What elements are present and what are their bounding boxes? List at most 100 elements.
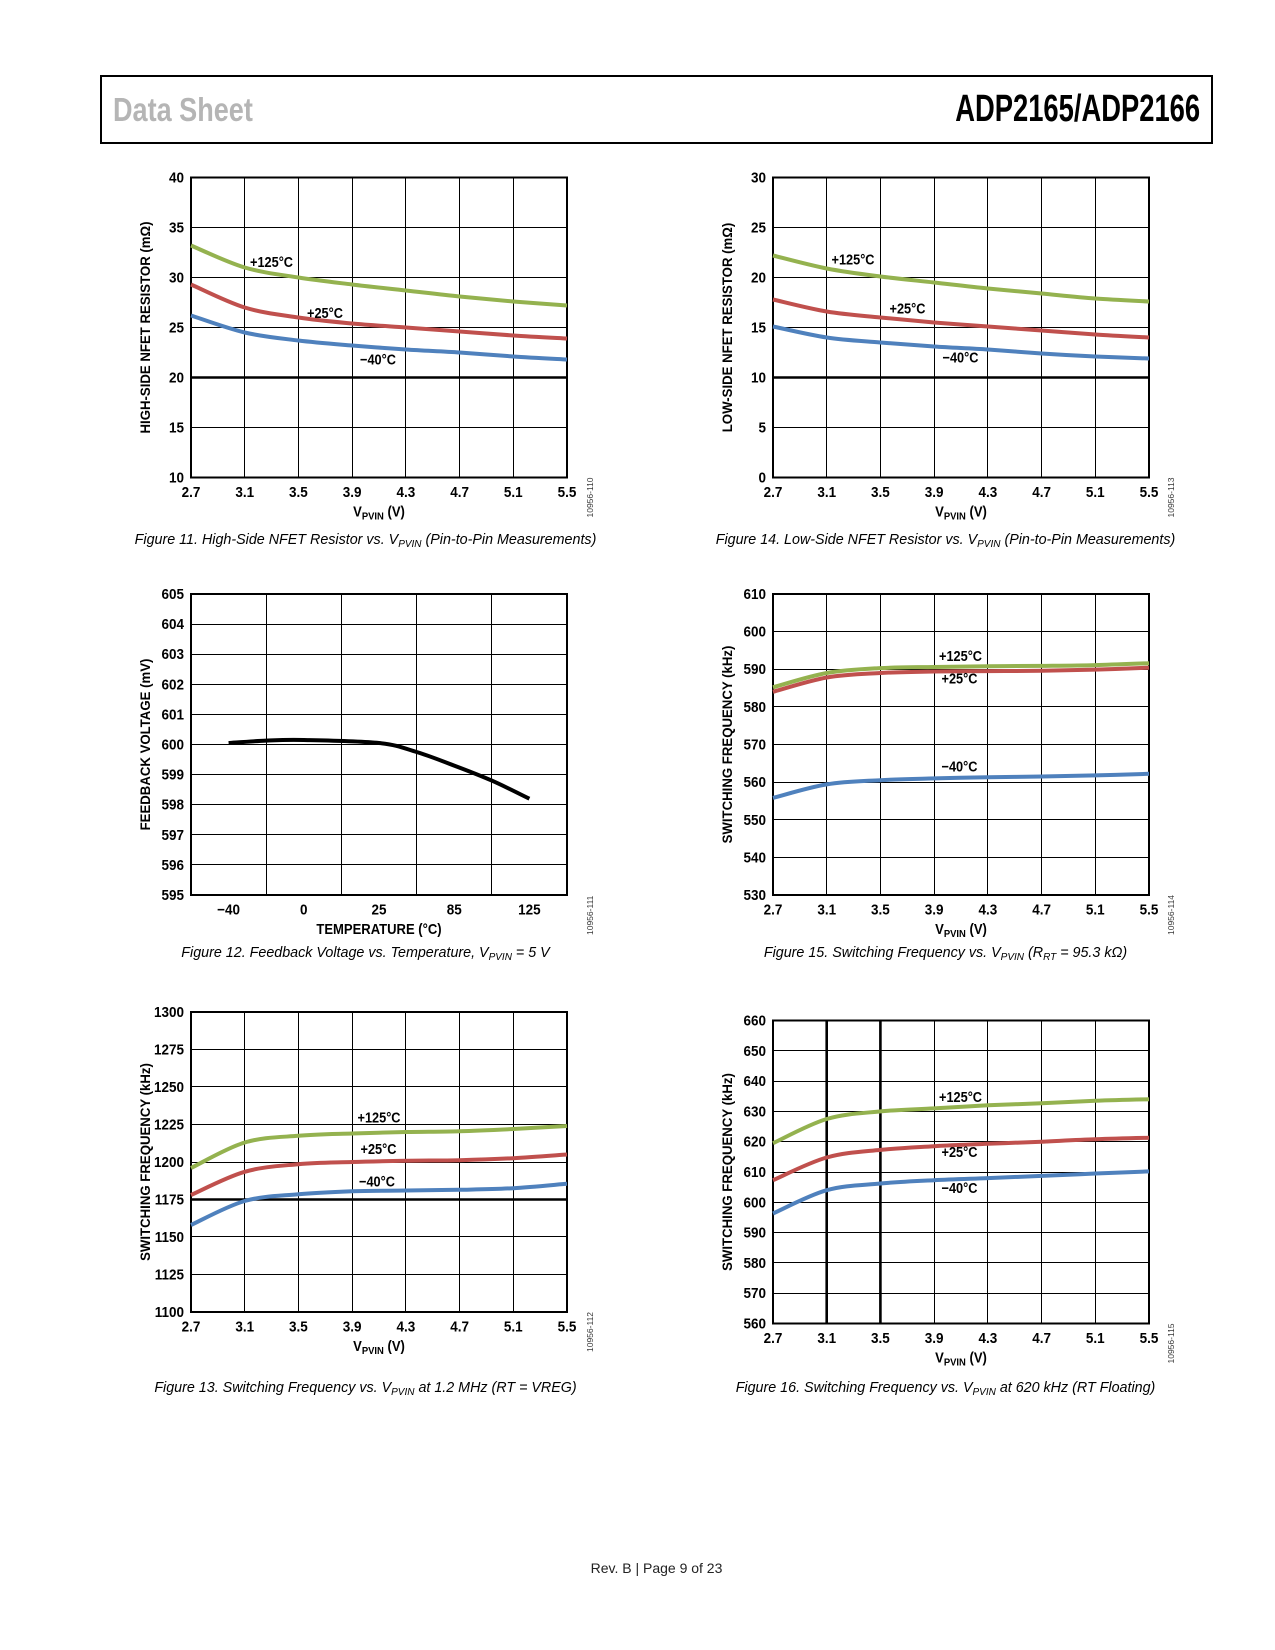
- svg-text:560: 560: [744, 774, 767, 791]
- svg-text:SWITCHING FREQUENCY (kHz): SWITCHING FREQUENCY (kHz): [720, 646, 736, 844]
- svg-text:30: 30: [169, 269, 184, 286]
- svg-text:−40: −40: [217, 901, 240, 918]
- svg-text:85: 85: [447, 901, 462, 918]
- svg-text:5.5: 5.5: [1140, 1330, 1159, 1347]
- svg-text:660: 660: [744, 1012, 767, 1029]
- svg-text:10: 10: [169, 469, 184, 486]
- svg-text:5.1: 5.1: [1086, 484, 1105, 501]
- svg-text:3.9: 3.9: [925, 901, 944, 918]
- svg-text:10956-114: 10956-114: [1166, 895, 1176, 935]
- svg-text:4.3: 4.3: [979, 484, 998, 501]
- svg-text:5.1: 5.1: [504, 484, 523, 501]
- svg-text:1150: 1150: [155, 1229, 184, 1246]
- svg-text:3.1: 3.1: [235, 1318, 254, 1335]
- svg-text:3.5: 3.5: [289, 1318, 308, 1335]
- svg-text:530: 530: [744, 887, 767, 904]
- svg-text:5.5: 5.5: [558, 1318, 577, 1335]
- svg-text:VPVIN (V): VPVIN (V): [935, 921, 987, 940]
- svg-text:640: 640: [744, 1073, 767, 1090]
- svg-text:+125°C: +125°C: [250, 254, 293, 270]
- svg-text:5.1: 5.1: [1086, 1330, 1105, 1347]
- svg-text:3.1: 3.1: [235, 484, 254, 501]
- svg-text:4.3: 4.3: [397, 1318, 416, 1335]
- svg-text:+25°C: +25°C: [361, 1141, 397, 1157]
- svg-text:−40°C: −40°C: [943, 350, 979, 366]
- svg-text:Figure 13. Switching Frequency: Figure 13. Switching Frequency vs. VPVIN…: [154, 1380, 576, 1398]
- svg-text:Figure 11. High-Side NFET Resi: Figure 11. High-Side NFET Resistor vs. V…: [135, 532, 597, 550]
- svg-text:+125°C: +125°C: [939, 648, 982, 664]
- svg-text:4.7: 4.7: [450, 1318, 469, 1335]
- svg-text:SWITCHING FREQUENCY (kHz): SWITCHING FREQUENCY (kHz): [138, 1063, 154, 1261]
- svg-text:25: 25: [751, 219, 766, 236]
- svg-text:580: 580: [744, 1254, 767, 1271]
- svg-text:600: 600: [744, 1194, 767, 1211]
- svg-text:590: 590: [744, 1224, 767, 1241]
- svg-text:35: 35: [169, 219, 184, 236]
- svg-text:125: 125: [518, 901, 541, 918]
- svg-text:2.7: 2.7: [182, 484, 201, 501]
- svg-text:3.9: 3.9: [925, 1330, 944, 1347]
- svg-text:1125: 1125: [155, 1266, 184, 1283]
- svg-text:VPVIN (V): VPVIN (V): [353, 1338, 405, 1357]
- svg-text:600: 600: [162, 736, 185, 753]
- svg-text:2.7: 2.7: [764, 1330, 783, 1347]
- svg-text:+25°C: +25°C: [942, 671, 978, 687]
- svg-text:Figure 16. Switching Frequency: Figure 16. Switching Frequency vs. VPVIN…: [736, 1380, 1156, 1398]
- svg-text:4.7: 4.7: [1032, 1330, 1051, 1347]
- svg-text:15: 15: [751, 319, 766, 336]
- svg-text:580: 580: [744, 698, 767, 715]
- svg-text:605: 605: [162, 586, 185, 603]
- svg-text:540: 540: [744, 849, 767, 866]
- svg-text:+25°C: +25°C: [942, 1144, 978, 1160]
- svg-text:−40°C: −40°C: [942, 1180, 978, 1196]
- svg-text:−40°C: −40°C: [359, 1174, 395, 1190]
- svg-text:10956-115: 10956-115: [1166, 1323, 1176, 1363]
- svg-text:15: 15: [169, 419, 184, 436]
- svg-text:4.7: 4.7: [1032, 901, 1051, 918]
- svg-text:FEEDBACK VOLTAGE (mV): FEEDBACK VOLTAGE (mV): [138, 659, 154, 831]
- svg-text:SWITCHING FREQUENCY (kHz): SWITCHING FREQUENCY (kHz): [720, 1073, 736, 1271]
- svg-text:3.9: 3.9: [925, 484, 944, 501]
- svg-text:VPVIN (V): VPVIN (V): [935, 504, 987, 523]
- svg-text:570: 570: [744, 736, 767, 753]
- svg-text:Figure 12. Feedback Voltage vs: Figure 12. Feedback Voltage vs. Temperat…: [181, 945, 551, 963]
- svg-text:1200: 1200: [154, 1154, 184, 1171]
- svg-text:10956-113: 10956-113: [1166, 477, 1176, 517]
- svg-text:601: 601: [162, 706, 185, 723]
- svg-text:2.7: 2.7: [764, 901, 783, 918]
- svg-text:1300: 1300: [154, 1004, 184, 1021]
- svg-text:560: 560: [744, 1315, 767, 1332]
- svg-text:3.5: 3.5: [871, 1330, 890, 1347]
- svg-text:25: 25: [169, 319, 184, 336]
- svg-text:599: 599: [162, 766, 185, 783]
- svg-text:10956-110: 10956-110: [585, 477, 595, 517]
- svg-text:598: 598: [162, 796, 185, 813]
- svg-text:1250: 1250: [154, 1079, 184, 1096]
- svg-text:Figure 14. Low-Side NFET Resis: Figure 14. Low-Side NFET Resistor vs. VP…: [716, 532, 1176, 550]
- svg-text:5.1: 5.1: [1086, 901, 1105, 918]
- svg-text:620: 620: [744, 1133, 767, 1150]
- svg-text:4.7: 4.7: [450, 484, 469, 501]
- svg-text:+125°C: +125°C: [939, 1089, 982, 1105]
- svg-text:HIGH-SIDE NFET RESISTOR (mΩ): HIGH-SIDE NFET RESISTOR (mΩ): [138, 222, 154, 434]
- svg-text:3.5: 3.5: [289, 484, 308, 501]
- svg-text:3.5: 3.5: [871, 901, 890, 918]
- svg-text:−40°C: −40°C: [360, 352, 396, 368]
- svg-text:5: 5: [758, 419, 766, 436]
- svg-text:610: 610: [744, 1164, 767, 1181]
- svg-text:10: 10: [751, 369, 766, 386]
- svg-text:+125°C: +125°C: [832, 252, 875, 268]
- svg-text:Figure 15. Switching Frequency: Figure 15. Switching Frequency vs. VPVIN…: [764, 945, 1127, 963]
- svg-text:5.5: 5.5: [1140, 484, 1159, 501]
- svg-text:595: 595: [162, 887, 185, 904]
- svg-text:570: 570: [744, 1285, 767, 1302]
- svg-text:20: 20: [751, 269, 766, 286]
- svg-text:3.1: 3.1: [817, 901, 836, 918]
- svg-text:3.5: 3.5: [871, 484, 890, 501]
- svg-text:600: 600: [744, 623, 767, 640]
- svg-text:3.1: 3.1: [817, 1330, 836, 1347]
- svg-text:4.3: 4.3: [979, 901, 998, 918]
- svg-text:3.9: 3.9: [343, 1318, 362, 1335]
- svg-text:602: 602: [162, 676, 185, 693]
- svg-text:630: 630: [744, 1103, 767, 1120]
